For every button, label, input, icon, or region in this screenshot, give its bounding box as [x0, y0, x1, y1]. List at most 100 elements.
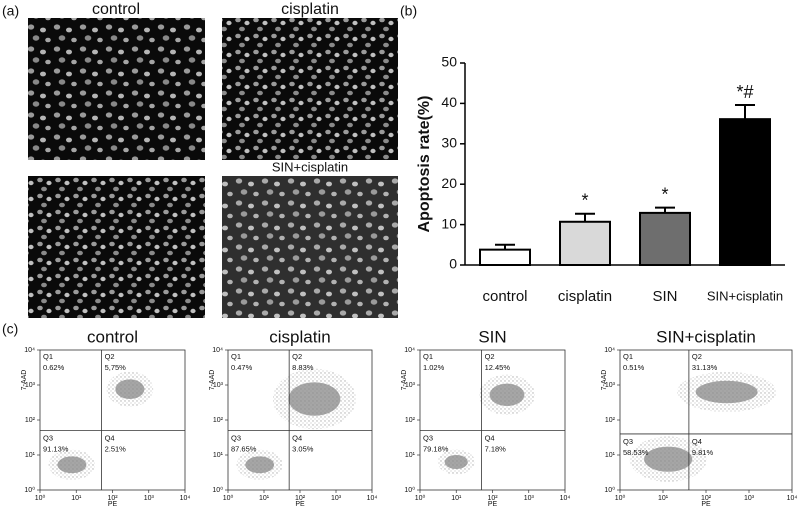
y-tick-label: 10⁰: [212, 486, 223, 494]
event-cloud: [644, 446, 693, 472]
y-tick-label: 20: [441, 175, 457, 191]
x-tick-label: 10³: [744, 495, 755, 502]
quadrant-name: Q2: [292, 352, 302, 361]
y-tick-label: 10¹: [605, 452, 616, 459]
plot-title: control: [87, 327, 138, 346]
quadrant-name: Q1: [623, 352, 633, 361]
y-tick-label: 40: [441, 94, 457, 110]
x-tick-label: cisplatin: [558, 288, 612, 305]
micrograph-label: cisplatin: [281, 1, 339, 18]
x-tick-label: 10⁰: [35, 494, 46, 502]
x-tick-label: 10¹: [658, 495, 669, 502]
event-cloud: [444, 455, 468, 469]
micrograph-label: SIN+cisplatin: [272, 159, 348, 174]
y-tick-label: 10⁴: [24, 347, 35, 354]
x-tick-label: 10³: [144, 495, 155, 502]
quadrant-value: 9.81%: [692, 448, 714, 457]
event-cloud: [57, 456, 87, 474]
x-tick-label: 10²: [701, 495, 712, 502]
x-tick-label: 10²: [487, 495, 498, 502]
y-tick-label: 10⁴: [404, 347, 415, 354]
quadrant-value: 12.45%: [485, 363, 511, 372]
micrograph: [28, 176, 205, 318]
x-tick-label: 10²: [295, 495, 306, 502]
y-tick-label: 30: [441, 135, 457, 151]
micrograph: [222, 176, 398, 318]
quadrant-value: 0.51%: [623, 363, 645, 372]
quadrant-name: Q4: [485, 434, 495, 443]
y-tick-label: 10¹: [213, 452, 224, 459]
quadrant-name: Q3: [231, 434, 241, 443]
annotation: *#: [736, 82, 753, 102]
x-tick-label: 10¹: [71, 495, 82, 502]
x-axis-title: PE: [295, 501, 305, 508]
y-tick-label: 0: [449, 256, 457, 272]
event-cloud: [115, 379, 145, 400]
event-cloud: [489, 383, 525, 406]
quadrant-name: Q1: [423, 352, 433, 361]
y-tick-label: 10²: [405, 417, 416, 424]
y-tick-label: 10⁰: [24, 486, 35, 494]
y-tick-label: 50: [441, 54, 457, 70]
quadrant-value: 1.02%: [423, 363, 445, 372]
y-tick-label: 10⁴: [604, 347, 615, 354]
quadrant-name: Q2: [485, 352, 495, 361]
x-tick-label: 10⁰: [223, 494, 234, 502]
x-tick-label: 10⁴: [367, 495, 378, 502]
panel-label: (c): [2, 321, 18, 337]
x-axis-title: PE: [488, 501, 498, 508]
plot-title: SIN+cisplatin: [656, 327, 756, 346]
bar: [559, 220, 611, 267]
quadrant-name: Q4: [105, 434, 115, 443]
quadrant-value: 2.51%: [105, 445, 127, 454]
event-cloud: [245, 456, 275, 474]
quadrant-value: 31.13%: [692, 363, 718, 372]
event-cloud: [288, 382, 341, 416]
y-tick-label: 10³: [25, 382, 36, 389]
y-tick-label: 10⁴: [212, 347, 223, 354]
x-tick-label: 10³: [331, 495, 342, 502]
y-tick-label: 10⁰: [404, 486, 415, 494]
quadrant-name: Q2: [105, 352, 115, 361]
quadrant-value: 5,75%: [105, 363, 127, 372]
quadrant-value: 8.83%: [292, 363, 314, 372]
quadrant-name: Q3: [423, 434, 433, 443]
x-tick-label: 10⁴: [180, 495, 191, 502]
micrograph: [28, 18, 205, 160]
annotation: *: [661, 184, 668, 204]
plot-title: cisplatin: [269, 327, 330, 346]
annotation: *: [581, 190, 588, 210]
quadrant-name: Q1: [231, 352, 241, 361]
y-tick-label: 10⁰: [604, 486, 615, 494]
x-axis-title: PE: [701, 501, 711, 508]
quadrant-value: 79.18%: [423, 445, 449, 454]
quadrant-name: Q1: [43, 352, 53, 361]
quadrant-name: Q3: [623, 437, 633, 446]
y-tick-label: 10²: [25, 417, 36, 424]
y-axis-title: 7-AAD: [401, 370, 408, 391]
x-tick-label: SIN: [652, 288, 677, 305]
bar: [479, 248, 531, 266]
y-axis-title: 7-AAD: [21, 370, 28, 391]
y-axis-title: 7-AAD: [601, 370, 608, 391]
quadrant-name: Q2: [692, 352, 702, 361]
quadrant-name: Q3: [43, 434, 53, 443]
y-tick-label: 10³: [213, 382, 224, 389]
quadrant-value: 0.47%: [231, 363, 253, 372]
event-cloud: [695, 380, 758, 404]
y-tick-label: 10¹: [405, 452, 416, 459]
y-tick-label: 10³: [405, 382, 416, 389]
x-tick-label: 10⁴: [560, 495, 571, 502]
micrograph-label: control: [92, 1, 140, 18]
x-tick-label: 10¹: [451, 495, 462, 502]
quadrant-value: 87.65%: [231, 445, 257, 454]
bar: [639, 211, 691, 267]
plot-title: SIN: [478, 327, 506, 346]
micrograph-label: SIN: [105, 159, 127, 174]
x-tick-label: 10¹: [259, 495, 270, 502]
y-tick-label: 10²: [213, 417, 224, 424]
micrograph: [222, 18, 398, 160]
panel-label: (a): [2, 3, 19, 19]
